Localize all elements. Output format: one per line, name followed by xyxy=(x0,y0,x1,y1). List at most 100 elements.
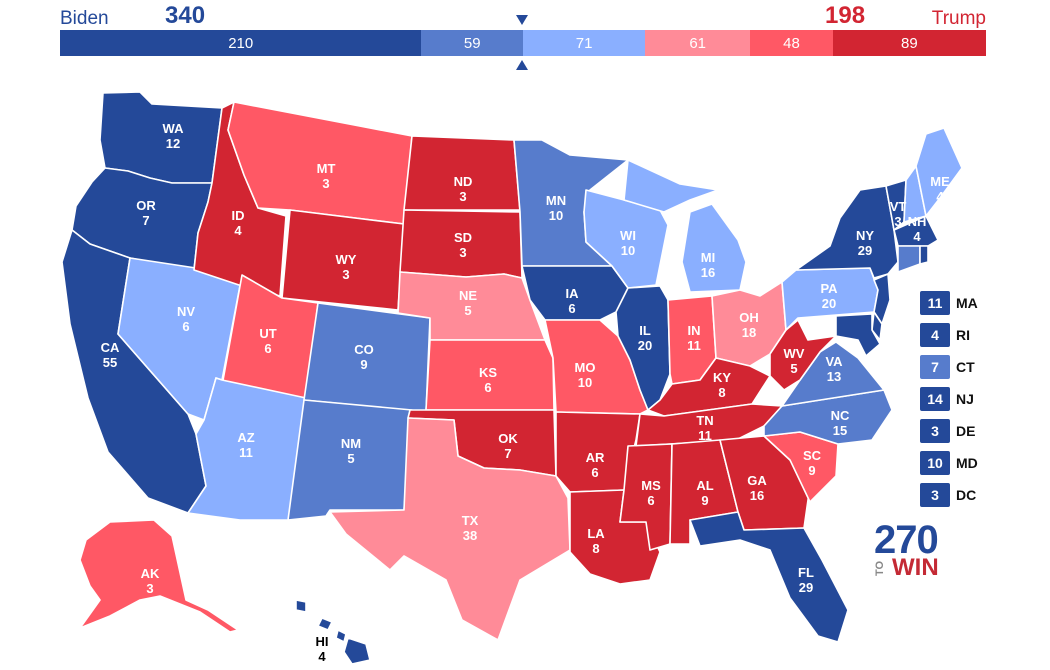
state-label-AL: AL xyxy=(696,478,713,493)
state-ev-WV: 5 xyxy=(790,361,797,376)
state-ev-NM: 5 xyxy=(347,451,354,466)
small-state-DC[interactable]: 3 DC xyxy=(920,482,976,508)
state-label-ME: ME xyxy=(930,174,950,189)
state-ev-TN: 11 xyxy=(698,428,712,443)
state-RI[interactable] xyxy=(919,245,929,265)
state-ev-WA: 12 xyxy=(166,136,180,151)
state-ev-VT: 3 xyxy=(894,214,901,229)
state-label-NV: NV xyxy=(177,304,195,319)
state-label-WV: WV xyxy=(784,346,805,361)
small-state-CT[interactable]: 7 CT xyxy=(920,354,975,380)
small-state-label-MD: MD xyxy=(956,455,978,471)
majority-marker-top-icon xyxy=(516,15,528,25)
state-label-TX: TX xyxy=(462,513,479,528)
state-ev-IL: 20 xyxy=(638,338,652,353)
state-ev-AR: 6 xyxy=(591,465,598,480)
state-ev-VA: 13 xyxy=(827,369,841,384)
state-label-AR: AR xyxy=(586,450,605,465)
trump-electoral-total: 198 xyxy=(825,2,866,29)
state-label-HI: HI xyxy=(316,634,329,649)
small-state-NJ[interactable]: 14 NJ xyxy=(920,386,974,412)
state-ev-OR: 7 xyxy=(142,213,149,228)
state-label-MS: MS xyxy=(641,478,661,493)
state-label-MO: MO xyxy=(575,360,596,375)
small-state-RI[interactable]: 4 RI xyxy=(920,322,970,348)
state-ev-MO: 10 xyxy=(578,375,592,390)
state-label-NY: NY xyxy=(856,228,874,243)
logo-to: TO xyxy=(874,560,886,576)
state-MA[interactable] xyxy=(893,215,939,247)
state-ev-SD: 3 xyxy=(459,245,466,260)
state-CT[interactable] xyxy=(897,245,921,273)
ev-bar-segment-safe_d: 210 xyxy=(60,30,422,56)
state-ev-NY: 29 xyxy=(858,243,872,258)
biden-name: Biden xyxy=(60,8,109,29)
state-label-NC: NC xyxy=(831,408,850,423)
small-state-ev-DE: 3 xyxy=(920,419,950,443)
state-label-WY: WY xyxy=(336,252,357,267)
state-ev-AL: 9 xyxy=(701,493,708,508)
ev-bar-segment-lean_r: 61 xyxy=(645,30,751,56)
state-NE[interactable] xyxy=(397,271,546,341)
state-label-LA: LA xyxy=(587,526,605,541)
state-ev-WI: 10 xyxy=(621,243,635,258)
small-state-label-MA: MA xyxy=(956,295,978,311)
state-ev-AK: 3 xyxy=(146,581,153,596)
state-label-GA: GA xyxy=(747,473,767,488)
state-label-VA: VA xyxy=(825,354,843,369)
small-state-ev-RI: 4 xyxy=(920,323,950,347)
small-state-label-NJ: NJ xyxy=(956,391,974,407)
state-ev-CO: 9 xyxy=(360,357,367,372)
state-label-VT: VT xyxy=(890,199,907,214)
small-state-ev-MA: 11 xyxy=(920,291,950,315)
state-label-WA: WA xyxy=(163,121,185,136)
state-MI-UP[interactable] xyxy=(623,159,719,213)
ev-bar-segment-likely_d: 59 xyxy=(421,30,523,56)
state-ev-UT: 6 xyxy=(264,341,271,356)
state-ev-TX: 38 xyxy=(463,528,477,543)
small-state-label-RI: RI xyxy=(956,327,970,343)
small-state-ev-NJ: 14 xyxy=(920,387,950,411)
state-ev-PA: 20 xyxy=(822,296,836,311)
state-ev-SC: 9 xyxy=(808,463,815,478)
us-electoral-map: WA12OR7CA55NV6ID4MT3WY3UT6AZ11CO9NM5ND3S… xyxy=(61,91,963,665)
state-ev-NC: 15 xyxy=(833,423,847,438)
ev-bar-segment-lean_d: 71 xyxy=(522,30,646,56)
state-ev-MT: 3 xyxy=(322,176,329,191)
state-ev-ID: 4 xyxy=(234,223,242,238)
state-label-KY: KY xyxy=(713,370,731,385)
state-ev-NH: 4 xyxy=(913,229,921,244)
ev-bar-segment-likely_r: 48 xyxy=(750,30,833,56)
state-label-NH: NH xyxy=(908,214,927,229)
state-label-MI: MI xyxy=(701,250,715,265)
small-state-ev-CT: 7 xyxy=(920,355,950,379)
state-AK[interactable] xyxy=(79,519,239,633)
state-label-AZ: AZ xyxy=(237,430,254,445)
state-label-KS: KS xyxy=(479,365,497,380)
state-label-SC: SC xyxy=(803,448,822,463)
electoral-vote-bar: 210 59 71 61 48 89 xyxy=(60,30,986,56)
state-ev-HI: 4 xyxy=(318,649,326,664)
state-ev-GA: 16 xyxy=(750,488,764,503)
state-ev-LA: 8 xyxy=(592,541,599,556)
state-KS[interactable] xyxy=(425,339,555,411)
state-MI[interactable] xyxy=(681,203,747,293)
state-ev-KS: 6 xyxy=(484,380,491,395)
state-ev-OH: 18 xyxy=(742,325,756,340)
state-label-ND: ND xyxy=(454,174,473,189)
state-FL[interactable] xyxy=(689,511,849,643)
270towin-logo: 270 TO WIN xyxy=(872,518,952,582)
state-label-CA: CA xyxy=(101,340,120,355)
state-label-TN: TN xyxy=(696,413,713,428)
state-label-OK: OK xyxy=(498,431,518,446)
state-NY[interactable] xyxy=(795,185,899,279)
small-state-ev-DC: 3 xyxy=(920,483,950,507)
small-state-DE[interactable]: 3 DE xyxy=(920,418,975,444)
state-TX[interactable] xyxy=(329,417,571,641)
small-state-label-DE: DE xyxy=(956,423,976,439)
state-MD[interactable] xyxy=(835,313,881,357)
state-labels: WA12OR7CA55NV6ID4MT3WY3UT6AZ11CO9NM5ND3S… xyxy=(101,121,950,664)
small-state-MD[interactable]: 10 MD xyxy=(920,450,978,476)
small-state-MA[interactable]: 11 MA xyxy=(920,290,978,316)
state-HI[interactable] xyxy=(295,599,371,665)
